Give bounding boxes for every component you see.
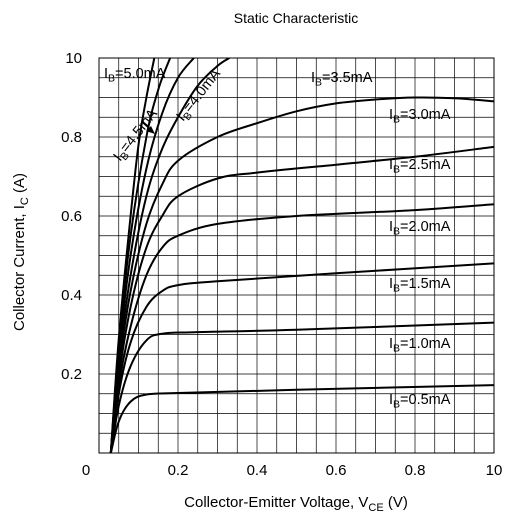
curve-2 bbox=[109, 321, 494, 453]
y-tick-label: 0.2 bbox=[61, 366, 82, 383]
label-pointer-arrowhead bbox=[146, 126, 155, 134]
x-tick-label: 0.4 bbox=[247, 462, 268, 479]
x-tick-label: 0 bbox=[82, 462, 90, 479]
x-tick-label: 0.8 bbox=[405, 462, 426, 479]
tick-labels: 0 0.2 0.4 0.6 0.8 10 0.2 0.4 0.6 0.8 10 bbox=[61, 50, 502, 479]
x-tick-label: 10 bbox=[486, 462, 503, 479]
curve-1 bbox=[109, 384, 494, 453]
y-tick-label: 0.4 bbox=[61, 287, 82, 304]
curve-4 bbox=[109, 203, 494, 453]
curve-10 bbox=[109, 58, 156, 453]
x-axis-label: Collector-Emitter Voltage, VCE (V) bbox=[184, 494, 408, 514]
curve-label-2: IB=1.0mA bbox=[389, 336, 451, 355]
curve-3 bbox=[109, 262, 494, 453]
y-tick-label: 10 bbox=[65, 50, 82, 67]
curve-label-4: IB=2.0mA bbox=[389, 219, 451, 238]
plot-frame bbox=[98, 57, 495, 454]
curve-label-5: IB=2.5mA bbox=[389, 157, 451, 176]
curve-group bbox=[109, 58, 494, 453]
y-axis-label: Collector Current, IC (A) bbox=[11, 173, 31, 331]
chart-title: Static Characteristic bbox=[234, 10, 358, 26]
curve-label-10: IB=5.0mA bbox=[104, 66, 166, 85]
y-tick-label: 0.8 bbox=[61, 129, 82, 146]
x-tick-label: 0.2 bbox=[168, 462, 189, 479]
curve-5 bbox=[109, 145, 494, 453]
curve-label-6: IB=3.0mA bbox=[389, 107, 451, 126]
curve-label-7: IB=3.5mA bbox=[311, 70, 373, 89]
curve-label-1: IB=0.5mA bbox=[389, 392, 451, 411]
x-tick-label: 0.6 bbox=[326, 462, 347, 479]
curve-6 bbox=[109, 96, 494, 453]
y-tick-label: 0.6 bbox=[61, 208, 82, 225]
curve-label-3: IB=1.5mA bbox=[389, 276, 451, 295]
